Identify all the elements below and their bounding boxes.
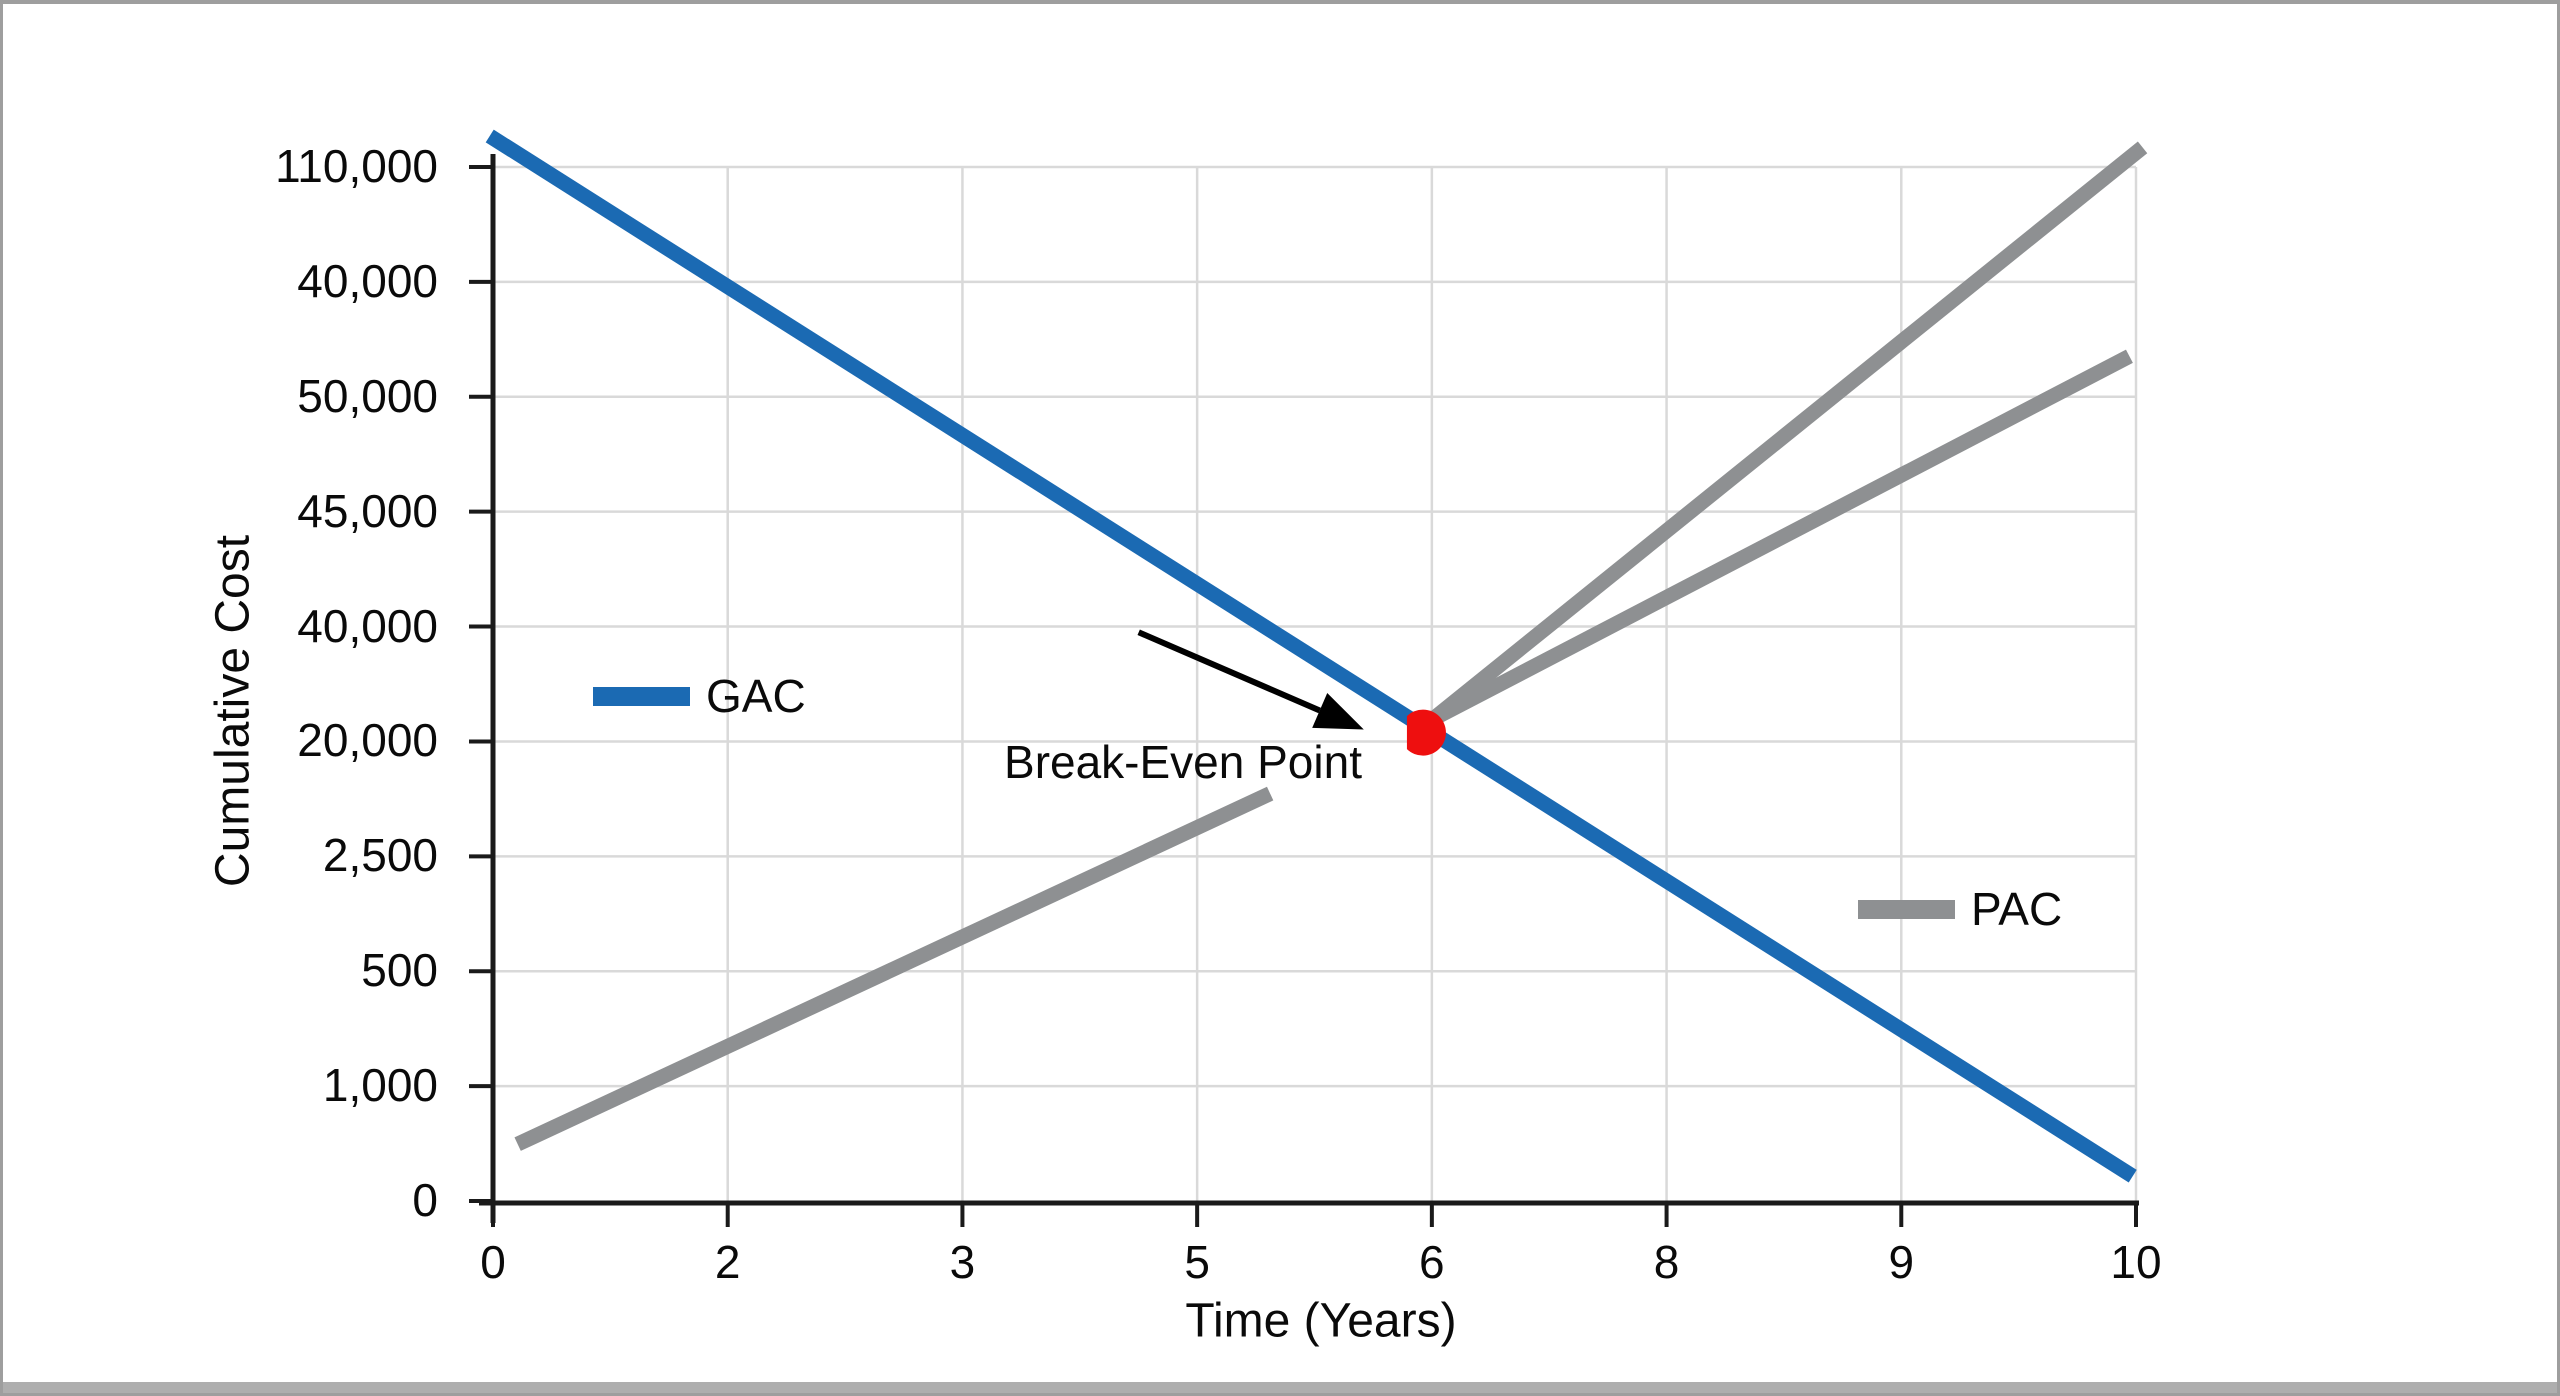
x-tick-label: 0 xyxy=(480,1236,506,1288)
y-axis-title: Cumulative Cost xyxy=(206,534,260,888)
pac-line-swatch xyxy=(1858,899,1955,919)
annotation-arrow-shaft xyxy=(1137,629,1321,714)
legend-item-pac: PAC xyxy=(1858,882,2062,936)
x-tick-label: 8 xyxy=(1653,1236,1680,1288)
x-axis-title: Time (Years) xyxy=(1185,1294,1457,1348)
gac-legend-label: GAC xyxy=(706,670,806,722)
line-chart-canvas xyxy=(469,129,2148,1227)
y-tick-label: 2,500 xyxy=(322,829,438,882)
x-tick-label: 5 xyxy=(1184,1236,1210,1288)
y-tick-label: 40,000 xyxy=(297,599,438,652)
legend-item-gac: GAC xyxy=(593,669,806,723)
gac-line xyxy=(485,129,2137,1183)
annotation-arrow-head xyxy=(1312,693,1364,730)
pac-line xyxy=(514,786,1274,1151)
y-tick-label: 1,000 xyxy=(322,1059,438,1112)
x-tick-label: 10 xyxy=(2110,1236,2162,1288)
x-tick-label: 2 xyxy=(714,1236,741,1288)
x-tick-label: 6 xyxy=(1419,1236,1445,1288)
break-even-dot xyxy=(1406,709,1446,756)
pac-legend-label: PAC xyxy=(1971,883,2063,935)
window-bottom-strip xyxy=(3,1382,2557,1393)
break-even-annotation: Break-Even Point xyxy=(1004,736,1362,788)
gac-line-swatch xyxy=(593,686,690,706)
x-tick-label: 3 xyxy=(949,1236,976,1288)
pac-line xyxy=(1429,349,2133,726)
y-tick-label: 45,000 xyxy=(297,484,438,537)
pac-line xyxy=(1428,141,2148,725)
y-tick-label: 40,000 xyxy=(297,254,438,307)
x-tick-label: 9 xyxy=(1888,1236,1915,1288)
y-tick-label: 500 xyxy=(361,944,438,997)
y-tick-label: 20,000 xyxy=(297,714,438,767)
y-tick-label: 0 xyxy=(412,1173,438,1226)
y-tick-label: 110,000 xyxy=(275,139,438,192)
y-tick-label: 50,000 xyxy=(297,369,438,422)
